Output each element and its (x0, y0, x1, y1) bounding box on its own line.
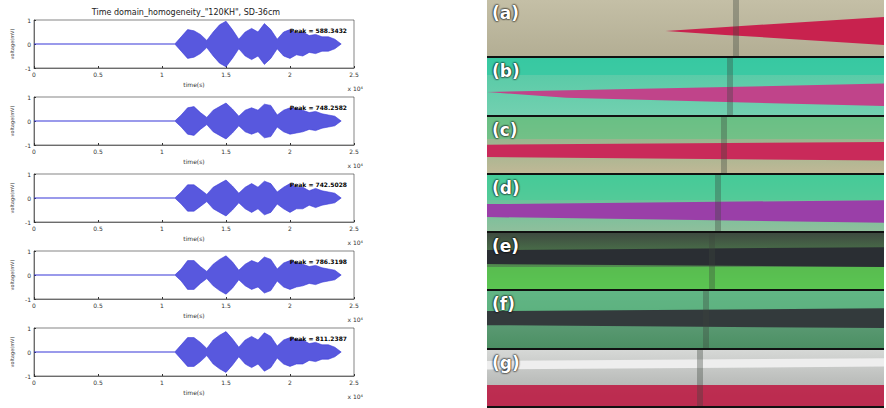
svg-text:0: 0 (27, 349, 31, 356)
svg-text:-1: -1 (25, 373, 31, 380)
svg-text:-1: -1 (25, 65, 31, 72)
svg-text:1: 1 (27, 248, 31, 255)
svg-text:2: 2 (288, 71, 292, 78)
svg-text:time(s): time(s) (183, 389, 204, 396)
html-text:(c): (c) (492, 119, 518, 140)
svg-text:2: 2 (288, 148, 292, 155)
svg-text:2.5: 2.5 (349, 148, 359, 155)
svg-text:1: 1 (27, 94, 31, 101)
svg-text:1: 1 (27, 325, 31, 332)
svg-text:-1: -1 (25, 296, 31, 303)
svg-text:0: 0 (32, 71, 36, 78)
svg-text:0: 0 (27, 118, 31, 125)
svg-text:x 10⁴: x 10⁴ (348, 162, 364, 169)
svg-text:time(s): time(s) (183, 235, 204, 242)
svg-text:0.5: 0.5 (93, 71, 103, 78)
svg-text:1: 1 (160, 379, 164, 386)
svg-text:1.5: 1.5 (221, 302, 231, 309)
svg-text:0: 0 (27, 272, 31, 279)
svg-text:0: 0 (32, 379, 36, 386)
svg-text:2: 2 (288, 225, 292, 232)
svg-text:x 10⁴: x 10⁴ (348, 393, 364, 400)
svg-text:1.5: 1.5 (221, 379, 231, 386)
svg-text:voltage(mV): voltage(mV) (9, 29, 16, 60)
svg-text:Peak = 811.2387: Peak = 811.2387 (290, 335, 347, 342)
svg-text:1: 1 (160, 225, 164, 232)
html-text:(e): (e) (492, 236, 520, 257)
svg-text:1: 1 (27, 17, 31, 24)
svg-text:-1: -1 (25, 219, 31, 226)
html-text:(b): (b) (492, 61, 520, 82)
svg-text:time(s): time(s) (183, 158, 204, 165)
svg-text:2.5: 2.5 (349, 225, 359, 232)
html-text:(d): (d) (492, 177, 520, 198)
svg-text:voltage(mV): voltage(mV) (9, 260, 16, 291)
html-text:(g): (g) (492, 352, 520, 373)
svg-text:Peak = 588.3432: Peak = 588.3432 (290, 27, 347, 34)
svg-text:0.5: 0.5 (93, 379, 103, 386)
svg-text:1: 1 (160, 71, 164, 78)
svg-text:0: 0 (32, 225, 36, 232)
html-text:(a): (a) (492, 3, 519, 23)
svg-text:1.5: 1.5 (221, 71, 231, 78)
svg-text:1: 1 (160, 302, 164, 309)
svg-text:0.5: 0.5 (93, 302, 103, 309)
svg-text:2: 2 (288, 302, 292, 309)
svg-text:voltage(mV): voltage(mV) (9, 337, 16, 368)
svg-text:0: 0 (27, 41, 31, 48)
svg-text:Peak = 748.2582: Peak = 748.2582 (290, 104, 347, 111)
svg-text:2.5: 2.5 (349, 302, 359, 309)
svg-text:Time domain_homogeneity_"120KH: Time domain_homogeneity_"120KH", SD-36cm (91, 8, 281, 17)
svg-text:0: 0 (27, 195, 31, 202)
svg-text:time(s): time(s) (183, 312, 204, 319)
svg-text:Peak = 786.3198: Peak = 786.3198 (290, 258, 347, 265)
svg-text:0.5: 0.5 (93, 148, 103, 155)
svg-text:-1: -1 (25, 142, 31, 149)
svg-text:1.5: 1.5 (221, 148, 231, 155)
svg-text:voltage(mV): voltage(mV) (9, 183, 16, 214)
svg-text:1: 1 (27, 171, 31, 178)
svg-text:Peak = 742.5028: Peak = 742.5028 (290, 181, 347, 188)
svg-text:2.5: 2.5 (349, 379, 359, 386)
svg-text:0: 0 (32, 302, 36, 309)
svg-text:1: 1 (160, 148, 164, 155)
svg-text:2: 2 (288, 379, 292, 386)
svg-text:x 10⁴: x 10⁴ (348, 316, 364, 323)
svg-text:time(s): time(s) (183, 81, 204, 88)
svg-text:0: 0 (32, 148, 36, 155)
html-text:(f): (f) (492, 294, 515, 315)
svg-text:1.5: 1.5 (221, 225, 231, 232)
svg-text:voltage(mV): voltage(mV) (9, 106, 16, 137)
svg-text:x 10⁴: x 10⁴ (348, 239, 364, 246)
svg-text:x 10⁴: x 10⁴ (348, 85, 364, 92)
svg-text:2.5: 2.5 (349, 71, 359, 78)
svg-text:0.5: 0.5 (93, 225, 103, 232)
